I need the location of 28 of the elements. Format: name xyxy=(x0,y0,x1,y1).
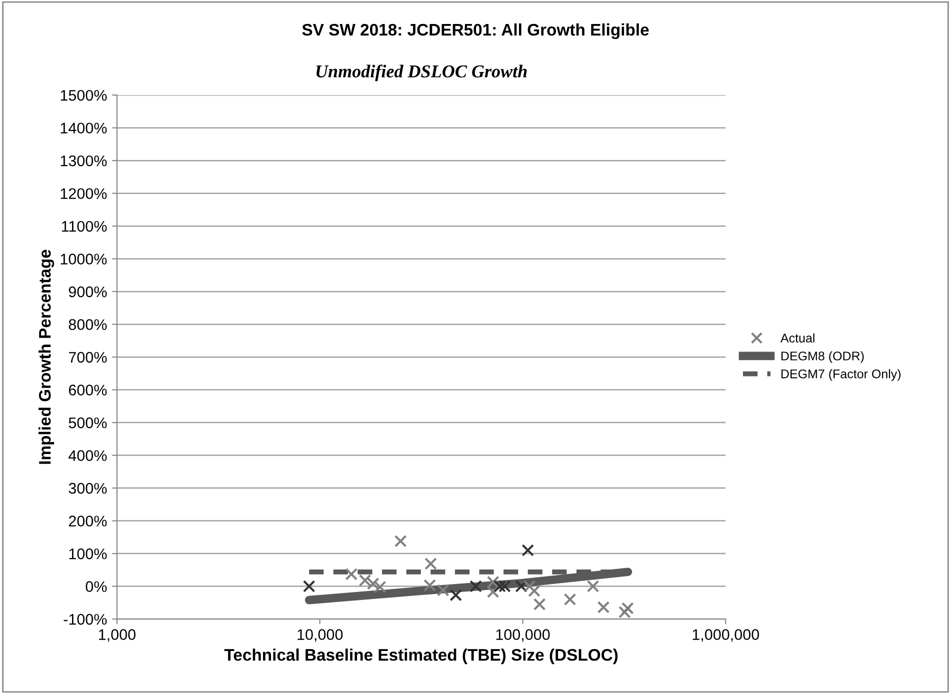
y-tick-label: 100% xyxy=(69,548,107,560)
y-tick-label: 1300% xyxy=(60,155,107,166)
y-tick-label: 1100% xyxy=(62,220,107,232)
y-tick-label: -100% xyxy=(64,614,107,625)
x-tick-label: 100,000 xyxy=(496,629,550,642)
y-tick-label: 1000% xyxy=(60,254,107,265)
y-tick-label: 200% xyxy=(68,516,107,526)
y-axis-title: Implied Growth Percentage xyxy=(38,250,54,464)
legend-label: Actual xyxy=(780,333,814,343)
x-tick-label: 10,000 xyxy=(298,629,343,642)
y-tick-label: 900% xyxy=(68,286,107,298)
chart-subtitle: Unmodified DSLOC Growth xyxy=(316,64,527,82)
y-tick-label: 1400% xyxy=(60,122,107,134)
y-tick-label: 1200% xyxy=(60,188,107,200)
x-tick-label: 1,000,000 xyxy=(692,629,759,642)
y-tick-label: 600% xyxy=(68,384,107,396)
y-tick-label: 1500% xyxy=(60,90,107,101)
y-tick-label: 500% xyxy=(68,417,107,428)
legend-label: DEGM7 (Factor Only) xyxy=(781,369,901,381)
y-tick-label: 400% xyxy=(68,450,107,461)
y-tick-label: 700% xyxy=(68,352,107,363)
y-tick-label: 800% xyxy=(68,319,107,330)
chart-title: SV SW 2018: JCDER501: All Growth Eligible xyxy=(302,23,649,40)
y-tick-label: 0% xyxy=(86,581,107,592)
legend-label: DEGM8 (ODR) xyxy=(781,351,864,363)
y-tick-label: 300% xyxy=(68,482,107,494)
x-axis-title: Technical Baseline Estimated (TBE) Size (DSLOC) xyxy=(224,648,618,664)
x-tick-label: 1,000 xyxy=(99,629,136,642)
